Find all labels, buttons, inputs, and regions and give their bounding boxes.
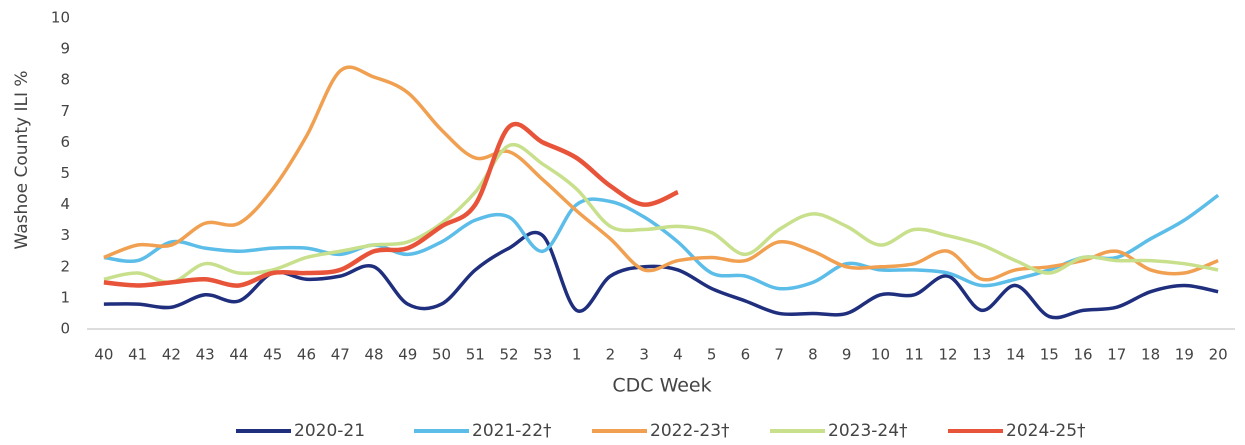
x-tick-label: 45 <box>263 346 282 364</box>
x-tick-label: 19 <box>1175 346 1194 364</box>
legend-label: 2023-24† <box>828 421 908 441</box>
x-tick-label: 16 <box>1074 346 1093 364</box>
x-tick-label: 40 <box>94 346 113 364</box>
x-tick-label: 9 <box>842 346 852 364</box>
x-tick-label: 12 <box>938 346 957 364</box>
legend-label: 2024-25† <box>1006 421 1086 441</box>
x-tick-label: 13 <box>972 346 991 364</box>
y-tick-label: 3 <box>60 226 70 244</box>
x-tick-label: 46 <box>297 346 316 364</box>
x-tick-label: 53 <box>533 346 552 364</box>
y-tick-label: 10 <box>51 9 70 27</box>
x-tick-label: 51 <box>466 346 485 364</box>
x-tick-label: 5 <box>707 346 717 364</box>
x-tick-label: 8 <box>808 346 818 364</box>
legend-label: 2020-21 <box>294 421 365 441</box>
y-tick-label: 8 <box>60 71 70 89</box>
x-tick-label: 18 <box>1141 346 1160 364</box>
y-tick-label: 6 <box>60 133 70 151</box>
x-tick-label: 3 <box>639 346 649 364</box>
x-tick-label: 2 <box>606 346 616 364</box>
x-tick-label: 14 <box>1006 346 1025 364</box>
x-tick-label: 44 <box>229 346 248 364</box>
y-tick-label: 7 <box>60 102 70 120</box>
x-tick-label: 7 <box>774 346 784 364</box>
legend-label: 2021-22† <box>472 421 552 441</box>
x-tick-label: 43 <box>196 346 215 364</box>
y-tick-label: 2 <box>60 257 70 275</box>
y-tick-label: 1 <box>60 288 70 306</box>
x-tick-label: 15 <box>1040 346 1059 364</box>
x-tick-label: 50 <box>432 346 451 364</box>
y-tick-label: 9 <box>60 40 70 58</box>
x-tick-label: 17 <box>1107 346 1126 364</box>
x-tick-label: 49 <box>398 346 417 364</box>
x-tick-label: 41 <box>128 346 147 364</box>
x-tick-label: 42 <box>162 346 181 364</box>
y-tick-label: 4 <box>60 195 70 213</box>
x-tick-label: 20 <box>1209 346 1228 364</box>
x-tick-label: 10 <box>871 346 890 364</box>
x-tick-label: 52 <box>500 346 519 364</box>
x-tick-label: 1 <box>572 346 582 364</box>
series-line <box>103 142 1219 285</box>
x-tick-label: 4 <box>673 346 683 364</box>
series-line <box>103 230 1219 320</box>
x-tick-label: 48 <box>364 346 383 364</box>
legend-label: 2022-23† <box>650 421 730 441</box>
x-tick-label: 11 <box>905 346 924 364</box>
x-axis-label: CDC Week <box>612 375 711 397</box>
series-line <box>103 121 679 288</box>
x-tick-label: 47 <box>331 346 350 364</box>
y-axis-label: Washoe County ILI % <box>12 70 32 249</box>
x-tick-label: 6 <box>741 346 751 364</box>
y-tick-label: 0 <box>60 320 70 338</box>
y-tick-label: 5 <box>60 164 70 182</box>
